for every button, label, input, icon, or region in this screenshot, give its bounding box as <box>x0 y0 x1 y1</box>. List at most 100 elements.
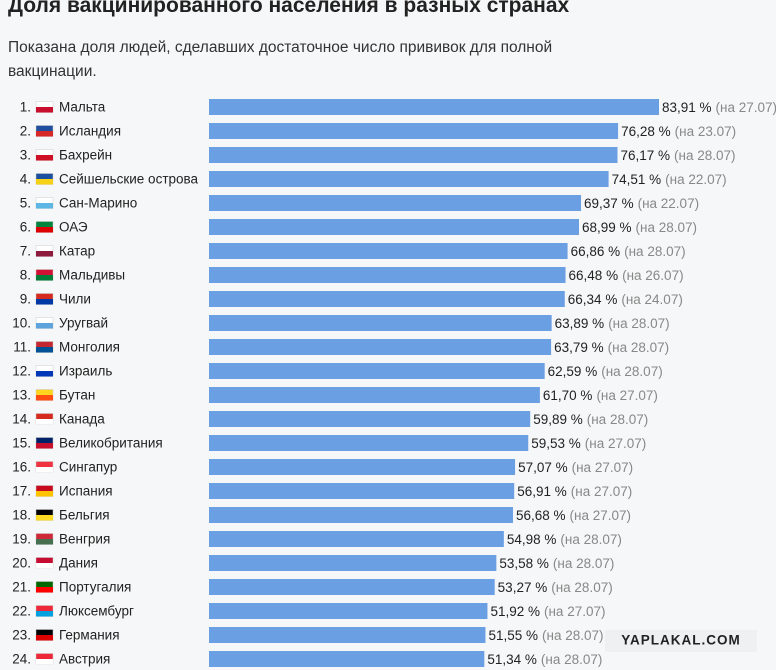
bar <box>209 531 504 547</box>
flag-stripe <box>36 491 53 497</box>
bar <box>209 627 486 643</box>
country-name: Мальдивы <box>59 268 125 283</box>
value-label: 56,68 % (на 27.07) <box>516 508 631 523</box>
rank: 13. <box>12 388 31 403</box>
flag-stripe <box>36 587 53 593</box>
flag-stripe <box>36 539 53 545</box>
country-name: Израиль <box>59 364 112 379</box>
value-label: 62,59 % (на 28.07) <box>548 364 663 379</box>
date-label: (на 28.07) <box>608 340 670 355</box>
value-label-text: 51,55 % <box>488 628 538 643</box>
date-label: (на 27.07) <box>585 436 647 451</box>
value-label: 51,92 % (на 27.07) <box>490 604 605 619</box>
country-name: Дания <box>59 556 98 571</box>
rank: 17. <box>12 484 31 499</box>
value-label: 56,91 % (на 27.07) <box>517 484 632 499</box>
country-name: Сан-Марино <box>59 196 137 211</box>
value-label: 53,58 % (на 28.07) <box>499 556 614 571</box>
bar <box>209 387 540 403</box>
bar <box>209 219 579 235</box>
bar <box>209 459 516 475</box>
country-name: Германия <box>59 628 120 643</box>
country-name: Испания <box>59 484 113 499</box>
flag-stripe <box>36 203 53 209</box>
value-label-text: 66,48 % <box>569 268 619 283</box>
value-label-text: 76,28 % <box>621 124 671 139</box>
date-label: (на 26.07) <box>622 268 684 283</box>
bar <box>209 363 545 379</box>
value-label: 63,89 % (на 28.07) <box>555 316 670 331</box>
bar <box>209 339 552 355</box>
flag-stripe <box>36 227 53 233</box>
date-label: (на 23.07) <box>675 124 737 139</box>
value-label-text: 66,34 % <box>568 292 618 307</box>
bar <box>209 147 618 163</box>
bar <box>209 555 497 571</box>
date-label: (на 24.07) <box>621 292 683 307</box>
value-label-text: 83,91 % <box>662 100 712 115</box>
country-name: Бахрейн <box>59 148 112 163</box>
flag-stripe <box>36 107 53 113</box>
flag-stripe <box>36 611 53 617</box>
rank: 24. <box>12 652 31 667</box>
bar <box>209 483 515 499</box>
date-label: (на 28.07) <box>636 220 698 235</box>
rank: 11. <box>13 340 31 355</box>
date-label: (на 28.07) <box>624 244 686 259</box>
value-label: 59,89 % (на 28.07) <box>533 412 648 427</box>
value-label: 59,53 % (на 27.07) <box>531 436 646 451</box>
value-label: 69,37 % (на 22.07) <box>584 196 699 211</box>
date-label: (на 28.07) <box>542 628 604 643</box>
country-name: Бельгия <box>59 508 110 523</box>
bar <box>209 435 529 451</box>
country-name: Катар <box>59 244 95 259</box>
watermark: YAPLAKAL.COM <box>621 633 741 648</box>
value-label-text: 59,89 % <box>533 412 583 427</box>
rank: 1. <box>20 100 31 115</box>
value-label: 61,70 % (на 27.07) <box>543 388 658 403</box>
country-name: Венгрия <box>59 532 110 547</box>
bar <box>209 315 552 331</box>
country-name: Чили <box>59 292 91 307</box>
rank: 7. <box>20 244 31 259</box>
rank: 6. <box>20 220 31 235</box>
country-name: Монголия <box>59 340 120 355</box>
rank: 2. <box>20 124 31 139</box>
flag-stripe <box>36 155 53 161</box>
bar <box>209 291 565 307</box>
watermark-bg <box>605 630 757 652</box>
date-label: (на 22.07) <box>665 172 727 187</box>
country-name: Канада <box>59 412 105 427</box>
country-name: Австрия <box>59 652 110 667</box>
date-label: (на 28.07) <box>541 652 603 667</box>
date-label: (на 28.07) <box>551 580 613 595</box>
value-label-text: 74,51 % <box>612 172 662 187</box>
date-label: (на 27.07) <box>572 460 634 475</box>
flag-stripe <box>36 275 53 281</box>
rank: 10. <box>12 316 31 331</box>
value-label: 51,55 % (на 28.07) <box>488 628 603 643</box>
value-label-text: 66,86 % <box>571 244 621 259</box>
value-label: 51,34 % (на 28.07) <box>487 652 602 667</box>
rank: 5. <box>20 196 31 211</box>
value-label: 76,17 % (на 28.07) <box>620 148 735 163</box>
country-name: Уругвай <box>59 316 108 331</box>
rank: 22. <box>12 604 31 619</box>
value-label: 74,51 % (на 22.07) <box>612 172 727 187</box>
value-label-text: 62,59 % <box>548 364 598 379</box>
value-label: 83,91 % (на 27.07) <box>662 100 776 115</box>
value-label: 76,28 % (на 23.07) <box>621 124 736 139</box>
bar <box>209 507 513 523</box>
value-label: 63,79 % (на 28.07) <box>554 340 669 355</box>
value-label-text: 53,27 % <box>498 580 548 595</box>
date-label: (на 27.07) <box>571 484 633 499</box>
country-name: Великобритания <box>59 436 163 451</box>
bar <box>209 123 619 139</box>
value-label: 57,07 % (на 27.07) <box>518 460 633 475</box>
country-name: Сейшельские острова <box>59 172 199 187</box>
date-label: (на 27.07) <box>716 100 776 115</box>
rank: 23. <box>12 628 31 643</box>
bar <box>209 603 488 619</box>
